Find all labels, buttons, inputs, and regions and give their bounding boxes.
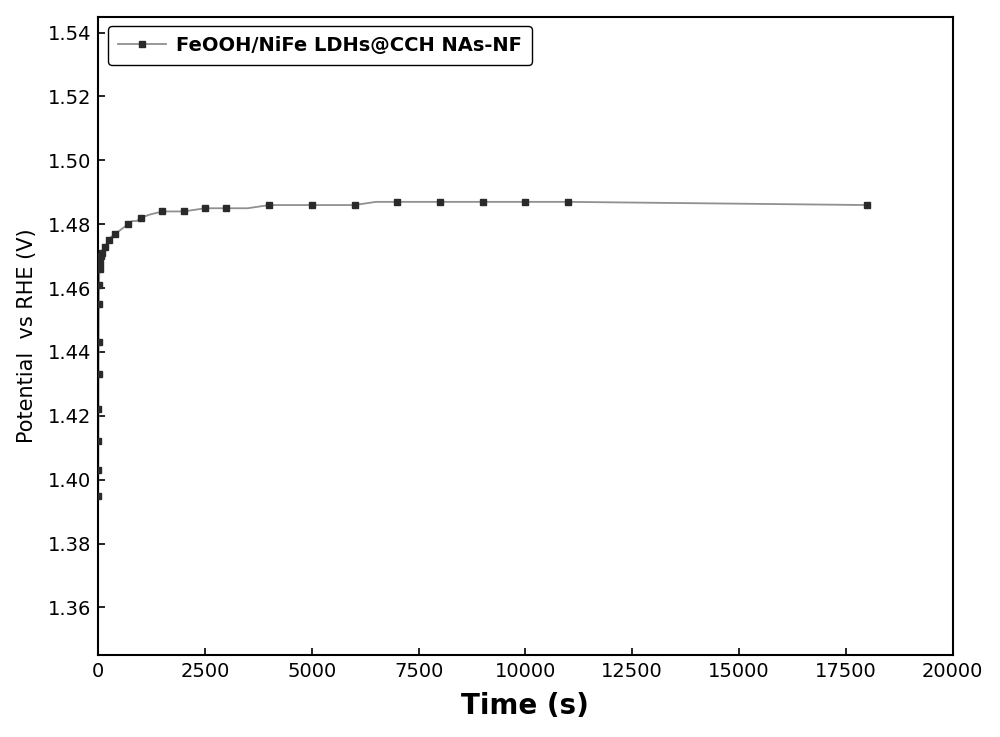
Legend: FeOOH/NiFe LDHs@CCH NAs-NF: FeOOH/NiFe LDHs@CCH NAs-NF <box>108 27 532 65</box>
Y-axis label: Potential  vs RHE (V): Potential vs RHE (V) <box>17 228 37 443</box>
X-axis label: Time (s): Time (s) <box>461 692 589 720</box>
